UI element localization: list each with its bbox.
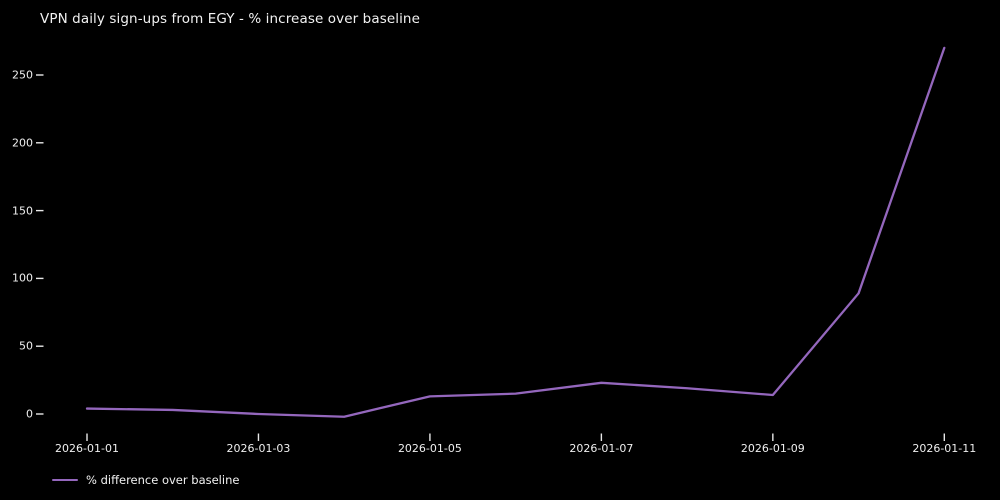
legend-line-swatch [52, 478, 78, 482]
x-tick-label: 2026-01-09 [740, 442, 805, 455]
y-tick-label: 0 [26, 407, 33, 421]
legend-series-label: % difference over baseline [86, 473, 240, 487]
line-series [85, 46, 946, 418]
y-tick-label: 100 [12, 271, 33, 285]
x-tick-label: 2026-01-03 [226, 442, 291, 455]
x-tick-label: 2026-01-11 [912, 442, 977, 455]
y-tick-label: 250 [12, 68, 33, 82]
y-tick-label: 150 [12, 204, 33, 218]
x-tick-label: 2026-01-07 [569, 442, 634, 455]
legend: % difference over baseline [52, 472, 239, 488]
chart-title: VPN daily sign-ups from EGY - % increase… [40, 11, 420, 27]
y-tick-label: 200 [12, 136, 33, 150]
x-tick-label: 2026-01-01 [55, 442, 119, 455]
y-tick-label: 50 [19, 339, 33, 353]
x-tick-label: 2026-01-05 [397, 442, 462, 455]
